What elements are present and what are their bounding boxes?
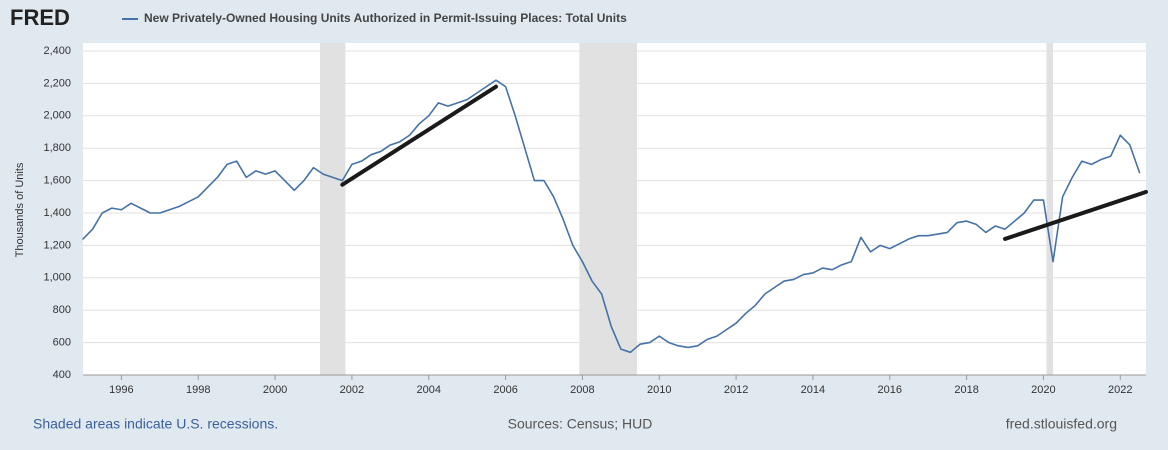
data-line [82,79,1141,354]
recession-band [320,43,346,375]
x-tick-label: 2016 [878,384,902,396]
recession-band [579,43,637,375]
footer-note[interactable]: Shaded areas indicate U.S. recessions. [33,416,278,432]
y-tick-label: 1,800 [43,142,71,154]
x-tick-label: 2000 [263,384,287,396]
x-tick-label: 2020 [1031,384,1055,396]
footer-source: Sources: Census; HUD [508,416,653,432]
y-tick-label: 2,200 [43,77,71,89]
x-tick-label: 2008 [570,384,594,396]
y-tick-label: 600 [53,337,71,349]
y-tick-label: 1,200 [43,239,71,251]
x-tick-label: 2002 [340,384,364,396]
y-tick-label: 1,400 [43,207,71,219]
x-tick-label: 2022 [1108,384,1132,396]
y-tick-label: 2,400 [43,45,71,57]
x-tick-label: 1996 [109,384,133,396]
y-tick-label: 1,000 [43,272,71,284]
trend-line [340,84,498,187]
trend-line [1003,189,1148,241]
x-tick-label: 1998 [186,384,210,396]
y-axis-label: Thousands of Units [14,162,26,257]
y-tick-label: 1,600 [43,175,71,187]
y-tick-label: 2,000 [43,110,71,122]
x-tick-label: 2006 [493,384,517,396]
y-tick-label: 400 [53,369,71,381]
recession-band [1046,43,1054,375]
x-tick-label: 2012 [724,384,748,396]
x-tick-label: 2014 [801,384,825,396]
logo[interactable]: FRED [10,5,70,30]
x-tick-label: 2004 [417,384,441,396]
x-tick-label: 2018 [954,384,978,396]
x-tick-label: 2010 [647,384,671,396]
footer-url[interactable]: fred.stlouisfed.org [1006,416,1117,432]
y-tick-label: 800 [53,304,71,316]
chart-title: New Privately-Owned Housing Units Author… [144,11,627,25]
